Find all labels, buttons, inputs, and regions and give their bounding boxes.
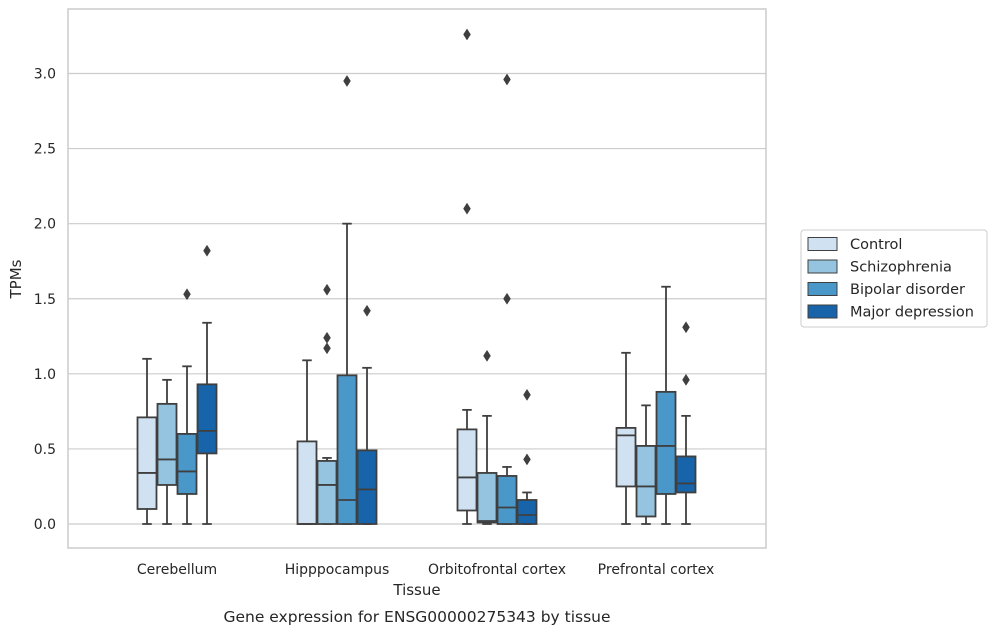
legend-label: Control (850, 237, 902, 253)
box-body (655, 390, 677, 495)
y-axis-label: TPMs (7, 259, 25, 299)
box-body (456, 428, 478, 512)
box-body (615, 426, 637, 488)
outlier-point (463, 28, 471, 41)
box-body (516, 499, 538, 525)
legend-swatch (807, 304, 838, 319)
y-tick-label: 3.0 (34, 67, 56, 83)
outlier-point (203, 244, 211, 257)
box-3-2 (655, 285, 677, 525)
box-2-1 (476, 349, 498, 525)
outlier-point (682, 321, 690, 334)
outlier-point (183, 288, 191, 301)
outlier-point (503, 73, 511, 86)
box-0-2 (176, 288, 198, 525)
legend-label: Bipolar disorder (850, 282, 965, 298)
legend-swatch (807, 282, 838, 296)
x-tick-label: Cerebellum (137, 562, 217, 578)
outlier-point (323, 283, 331, 296)
y-tick-labels: 0.0 0.5 1.0 1.5 2.0 2.5 3.0 (34, 67, 56, 534)
box-0-0 (136, 357, 158, 525)
chart-caption: Gene expression for ENSG00000275343 by t… (223, 608, 610, 626)
box-3-1 (635, 404, 657, 525)
box-3-3 (675, 321, 697, 525)
legend-label: Schizophrenia (850, 260, 952, 276)
x-tick-label: Hipppocampus (285, 562, 390, 578)
y-tick-label: 2.5 (34, 142, 56, 158)
box-3-0 (615, 351, 637, 525)
x-tick-labels: Cerebellum Hipppocampus Orbitofrontal cort… (137, 562, 714, 578)
outlier-point (523, 453, 531, 466)
box-body (156, 402, 178, 486)
y-tick-label: 0.0 (34, 517, 56, 533)
box-1-0 (296, 359, 318, 525)
box-body (675, 455, 697, 494)
boxes (136, 28, 697, 525)
x-axis-label: Tissue (392, 581, 440, 599)
outlier-point (463, 202, 471, 215)
legend-label: Major depression (850, 305, 974, 321)
box-0-1 (156, 378, 178, 525)
legend: Control Schizophrenia Bipolar disorder Majo… (800, 229, 988, 328)
box-1-2 (336, 75, 358, 525)
box-body (476, 472, 498, 524)
outlier-point (483, 349, 491, 362)
outlier-point (323, 342, 331, 355)
box-body (176, 432, 198, 495)
box-body (136, 416, 158, 510)
box-2-0 (456, 28, 478, 525)
box-0-3 (196, 244, 218, 525)
y-tick-label: 0.5 (34, 442, 56, 458)
box-body (356, 449, 378, 525)
box-body (316, 460, 338, 525)
box-body (296, 440, 318, 525)
box-2-3 (516, 388, 538, 525)
outlier-point (323, 331, 331, 344)
x-tick-label: Prefrontal cortex (598, 562, 715, 578)
box-1-3 (356, 304, 378, 525)
box-2-2 (496, 73, 518, 525)
y-tick-label: 1.0 (34, 367, 56, 383)
legend-swatch (807, 237, 838, 251)
outlier-point (523, 388, 531, 401)
legend-frame (800, 229, 988, 328)
outlier-point (503, 292, 511, 305)
box-body (336, 374, 358, 525)
outlier-point (363, 304, 371, 317)
outlier-point (682, 373, 690, 386)
x-tick-label: Orbitofrontal cortex (428, 562, 566, 578)
y-tick-label: 1.5 (34, 292, 56, 308)
box-body (496, 475, 518, 525)
box-body (196, 383, 218, 455)
box-body (635, 445, 657, 518)
box-1-1 (316, 283, 338, 525)
outlier-point (343, 75, 351, 87)
y-tick-label: 2.0 (34, 217, 56, 233)
plot-frame (67, 8, 767, 549)
legend-swatch (807, 259, 838, 274)
